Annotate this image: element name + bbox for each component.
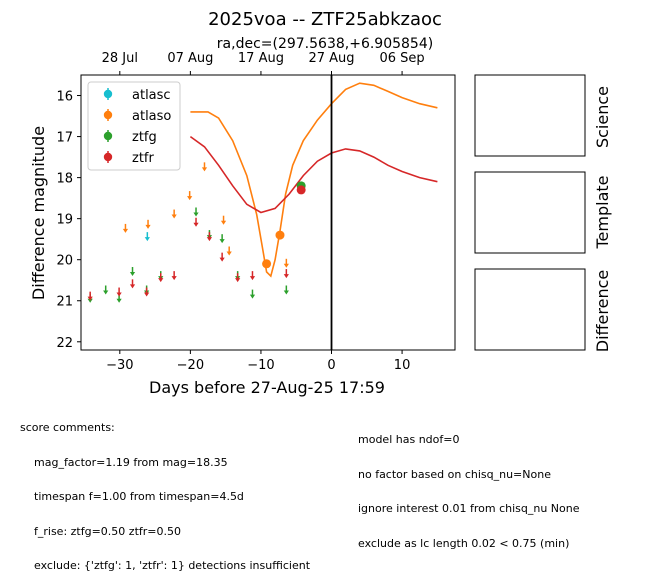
upper-limit-arrowhead-ztfr	[235, 278, 241, 283]
upper-limit-arrowhead-atlaso	[283, 263, 289, 268]
image-panels: Science Template Difference	[474, 74, 612, 352]
upper-limit-arrowhead-ztfr	[87, 296, 93, 301]
upper-limit-arrowhead-ztfr	[158, 278, 164, 283]
x-tick-label: −20	[177, 358, 204, 373]
upper-limit-arrowhead-ztfr	[116, 292, 122, 297]
upper-limit-arrowhead-atlaso	[226, 251, 232, 256]
upper-limit-arrowhead-ztfg	[103, 290, 109, 295]
legend-marker	[103, 131, 113, 141]
legend-box	[87, 81, 181, 171]
chart-subtitle: ra,dec=(297.5638,+6.905854)	[217, 36, 433, 52]
upper-limit-arrowhead-ztfr	[206, 237, 213, 242]
y-tick-label: 17	[56, 131, 73, 146]
y-tick-label: 19	[56, 213, 73, 228]
template-image-panel	[474, 171, 586, 254]
upper-limit-arrowhead-ztfr	[129, 284, 136, 289]
legend-marker	[103, 152, 113, 162]
upper-limit-arrowhead-ztfg	[116, 298, 122, 303]
legend-entry-label: ztfg	[132, 130, 157, 145]
y-axis-label: Difference magnitude	[29, 126, 48, 300]
x-axis-label: Days before 27-Aug-25 17:59	[149, 378, 385, 397]
detection-point-ztfr	[296, 185, 306, 195]
upper-limit-arrowhead-ztfg	[283, 290, 289, 295]
x-tick-label: 10	[394, 358, 411, 373]
figure: 2025voa -- ZTF25abkzaoc ra,dec=(297.5638…	[29, 9, 612, 397]
legend-entry-label: ztfr	[132, 151, 154, 166]
science-panel-label: Science	[593, 86, 612, 148]
score-comments-right: model has ndof=0 no factor based on chis…	[358, 411, 580, 561]
x-tick-label: 0	[327, 358, 335, 373]
legend-marker	[103, 110, 113, 120]
upper-limit-arrowhead-ztfr	[171, 276, 177, 281]
upper-limit-arrowhead-atlaso	[220, 220, 227, 225]
upper-limit-arrowhead-atlaso	[145, 224, 151, 229]
upper-limit-arrowhead-ztfr	[249, 276, 256, 281]
score-comment-line: exclude: {'ztfg': 1, 'ztfr': 1} detectio…	[34, 559, 311, 572]
plot-frame	[80, 74, 456, 351]
score-comment-line: exclude as lc length 0.02 < 0.75 (min)	[358, 536, 570, 550]
score-comments-heading: score comments:	[20, 421, 115, 434]
plot-area: −30 −20 −10 0 10 28 Jul 07 Aug 17 Aug 27 Aug 06 S…	[56, 51, 456, 373]
score-comment-line: timespan f=1.00 from timespan=4.5d	[34, 490, 244, 503]
model-curve-ztfr	[189, 135, 438, 214]
upper-limit-arrowhead-atlasc	[144, 237, 150, 242]
upper-limit-arrowhead-ztfr	[283, 274, 289, 279]
score-comment-line: mag_factor=1.19 from mag=18.35	[34, 455, 228, 469]
detection-point-atlaso	[262, 259, 272, 269]
top-axis-date-label: 28 Jul	[102, 51, 138, 66]
y-tick-label: 18	[56, 172, 73, 187]
y-tick-label: 22	[56, 336, 73, 351]
upper-limit-arrowhead-ztfg	[219, 239, 225, 244]
upper-limit-arrowhead-ztfr	[219, 257, 225, 262]
model-curve-atlaso	[190, 82, 438, 278]
upper-limit-arrowhead-atlaso	[201, 167, 208, 172]
upper-limit-arrowhead-ztfr	[193, 222, 199, 227]
score-comments-left: score comments: mag_factor=1.19 from mag…	[20, 399, 310, 583]
top-axis-date-label: 27 Aug	[308, 51, 354, 66]
upper-limit-arrowhead-ztfg	[249, 294, 256, 299]
x-tick-label: −10	[247, 358, 274, 373]
chart-title: 2025voa -- ZTF25abkzaoc	[208, 9, 442, 30]
score-comment-line: f_rise: ztfg=0.50 ztfr=0.50	[34, 524, 181, 538]
y-tick-label: 20	[56, 254, 73, 269]
difference-panel-label: Difference	[593, 270, 612, 352]
upper-limit-arrowhead-ztfg	[129, 272, 136, 277]
legend-entry-label: atlaso	[132, 109, 171, 124]
legend-marker	[103, 89, 113, 99]
science-image-panel	[474, 74, 586, 157]
upper-limit-arrowhead-ztfg	[193, 212, 199, 217]
top-axis-date-label: 06 Sep	[379, 51, 424, 66]
upper-limit-arrowhead-atlaso	[122, 228, 129, 233]
detection-point-atlaso	[275, 230, 285, 240]
top-axis-date-label: 07 Aug	[167, 51, 213, 66]
upper-limit-arrowhead-ztfg	[87, 298, 93, 303]
score-comment-line: ignore interest 0.01 from chisq_nu None	[358, 502, 580, 515]
score-comment-line: no factor based on chisq_nu=None	[358, 467, 551, 481]
upper-limit-arrowhead-atlaso	[187, 196, 193, 201]
x-tick-label: −30	[106, 358, 133, 373]
y-tick-label: 21	[56, 295, 73, 310]
top-axis-date-label: 17 Aug	[238, 51, 284, 66]
template-panel-label: Template	[593, 175, 612, 249]
score-comment-line: model has ndof=0	[358, 433, 460, 446]
y-tick-label: 16	[56, 90, 73, 105]
legend-entry-label: atlasc	[132, 88, 171, 103]
upper-limit-arrowhead-atlaso	[171, 214, 177, 219]
upper-limit-arrowhead-ztfr	[144, 292, 150, 297]
difference-image-panel	[474, 268, 586, 351]
